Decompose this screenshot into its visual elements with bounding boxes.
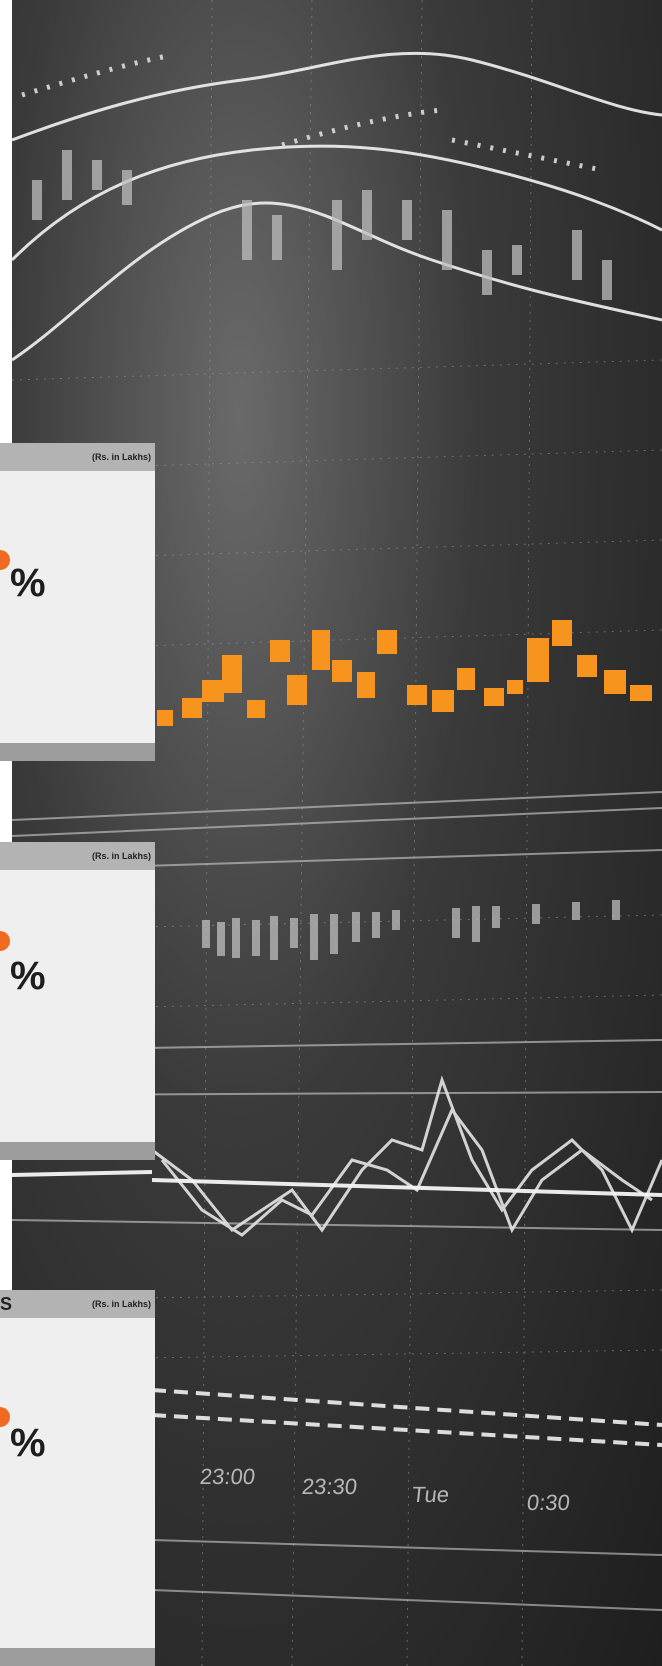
accent-dot-icon <box>0 1407 10 1427</box>
time-label: 23:00 <box>198 1464 257 1489</box>
card-footer <box>0 743 155 761</box>
accent-dot-icon <box>0 931 10 951</box>
card-title: S <box>0 1294 13 1314</box>
card-unit-label: (Rs. in Lakhs) <box>91 1299 151 1309</box>
stat-card: S (Rs. in Lakhs) % <box>0 1290 155 1666</box>
card-unit-label: (Rs. in Lakhs) <box>91 851 151 861</box>
card-percentage: % <box>10 1421 46 1465</box>
card-percentage: % <box>10 561 46 605</box>
card-unit-label: (Rs. in Lakhs) <box>91 452 151 462</box>
card-footer <box>0 1648 155 1666</box>
time-label: 23:30 <box>300 1474 359 1499</box>
time-label: Tue <box>410 1482 451 1507</box>
card-header: (Rs. in Lakhs) <box>0 443 155 471</box>
card-footer <box>0 1142 155 1160</box>
card-header: (Rs. in Lakhs) <box>0 842 155 870</box>
stat-card: (Rs. in Lakhs) % <box>0 842 155 1160</box>
accent-dot-icon <box>0 550 10 570</box>
card-percentage: % <box>10 954 46 998</box>
card-header: S (Rs. in Lakhs) <box>0 1290 155 1318</box>
time-label: 0:30 <box>525 1490 572 1515</box>
stat-card: (Rs. in Lakhs) % <box>0 443 155 761</box>
